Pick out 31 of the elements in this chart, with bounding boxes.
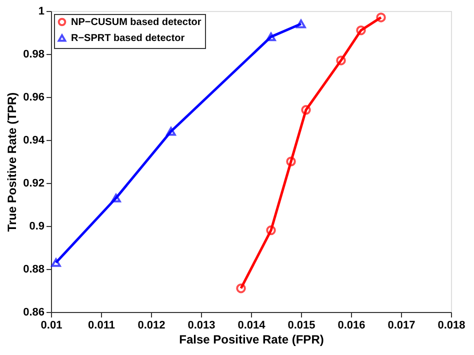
x-axis-title: False Positive Rate (FPR) (179, 332, 324, 346)
legend-label: NP−CUSUM based detector (71, 17, 202, 28)
point (111, 194, 121, 202)
point (296, 20, 306, 28)
point (51, 258, 61, 267)
legend-label: R−SPRT based detector (71, 33, 185, 44)
y-tick-label: 1 (38, 6, 44, 18)
y-tick-label: 0.92 (23, 178, 44, 190)
point (301, 105, 311, 115)
x-tick-label: 0.015 (288, 320, 316, 332)
point (356, 25, 366, 36)
y-tick-label: 0.9 (29, 220, 44, 232)
x-tick-label: 0.014 (238, 320, 266, 332)
point (266, 32, 276, 42)
x-tick-label: 0.012 (138, 320, 166, 332)
x-tick-label: 0.011 (88, 320, 115, 332)
y-tick-label: 0.94 (23, 134, 46, 146)
y-tick-label: 0.88 (23, 264, 44, 276)
x-tick-label: 0.017 (388, 320, 416, 332)
point (266, 225, 276, 236)
y-axis-title: True Positive Rate (TPR) (5, 92, 20, 232)
x-tick-label: 0.016 (338, 320, 366, 332)
point (166, 127, 176, 136)
point (286, 156, 296, 166)
x-tick-label: 0.013 (188, 320, 216, 332)
x-tick-label: 0.01 (40, 320, 62, 332)
y-tick-label: 0.86 (23, 306, 44, 318)
x-tick-label: 0.018 (438, 320, 466, 332)
y-tick-label: 0.98 (23, 48, 44, 60)
point (336, 56, 346, 66)
y-tick-label: 0.96 (23, 92, 44, 104)
